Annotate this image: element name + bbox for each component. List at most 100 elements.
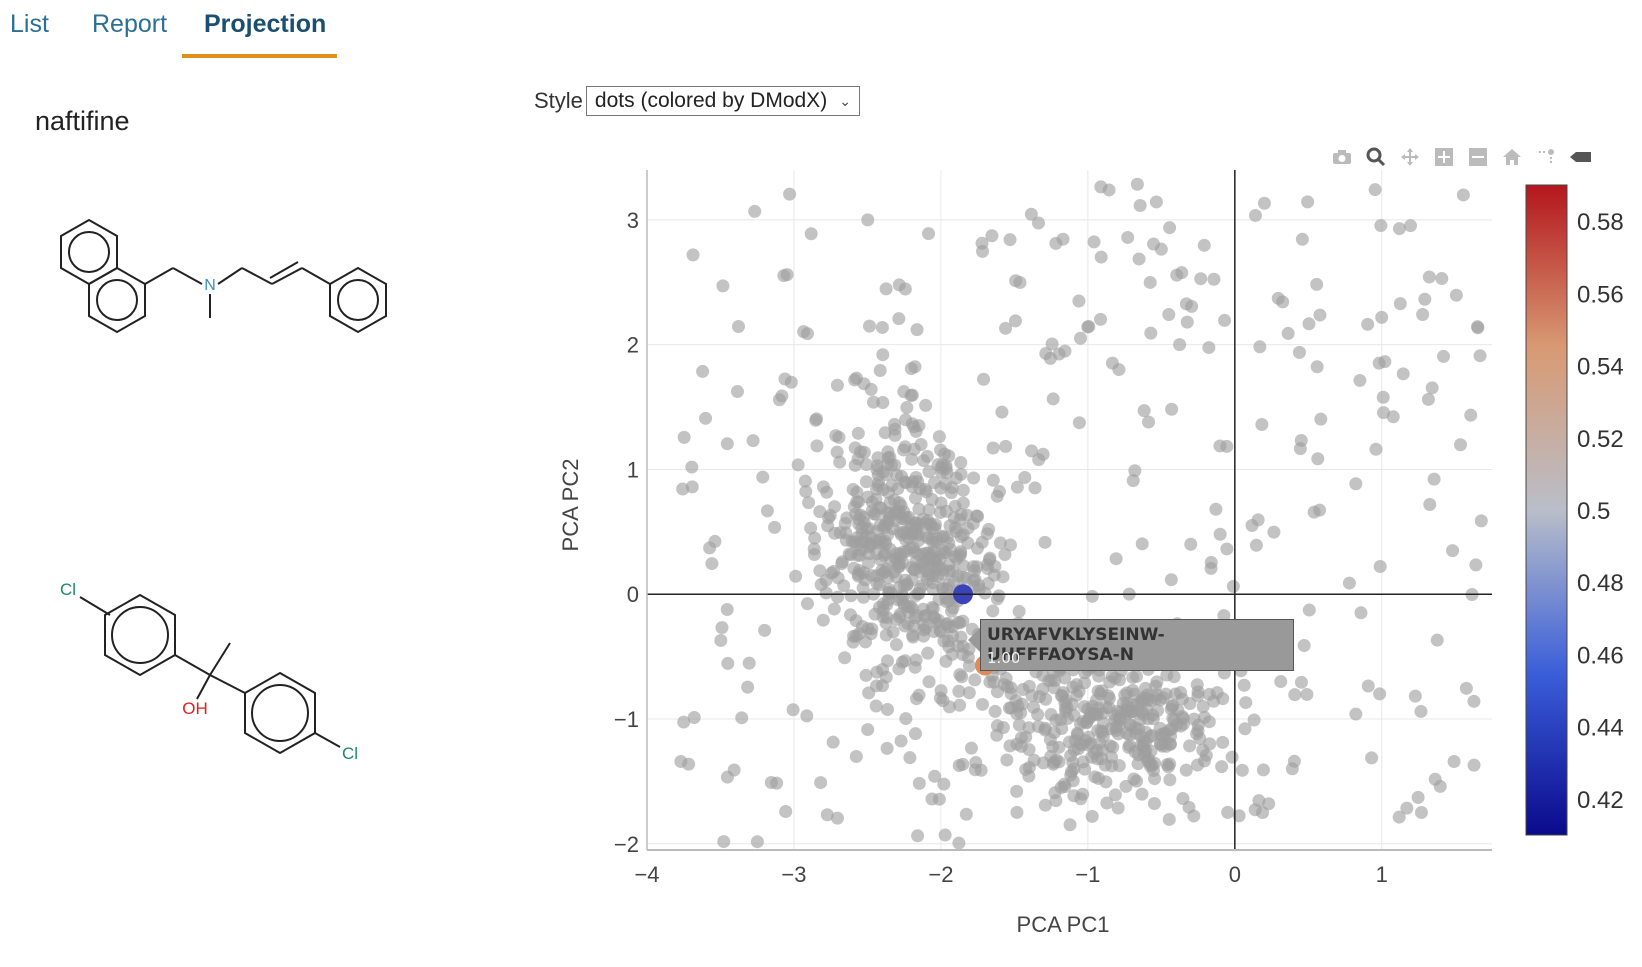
scatter-point xyxy=(890,468,904,482)
scatter-point xyxy=(764,776,778,790)
zoom-icon[interactable] xyxy=(1364,145,1388,169)
scatter-point xyxy=(1074,331,1088,345)
scatter-point xyxy=(1072,684,1086,698)
scatter-point xyxy=(797,325,811,339)
scatter-point xyxy=(1213,439,1227,453)
scatter-point xyxy=(932,613,946,627)
scatter-point xyxy=(967,471,981,485)
scatter-point xyxy=(1400,801,1414,815)
scatter-point xyxy=(1091,724,1105,738)
style-dropdown[interactable]: dots (colored by DModX) ⌄ xyxy=(585,86,860,116)
scatter-point xyxy=(1302,603,1316,617)
tooltip-pointer xyxy=(968,628,980,652)
scatter-point xyxy=(1085,589,1099,603)
scatter-point xyxy=(937,634,951,648)
scatter-point xyxy=(1146,764,1160,778)
scatter-point xyxy=(1076,787,1090,801)
spike-lines-icon[interactable] xyxy=(1534,145,1558,169)
scatter-point xyxy=(880,702,894,716)
scatter-point xyxy=(952,836,966,850)
scatter-point xyxy=(954,456,968,470)
scatter-point xyxy=(1018,471,1032,485)
scatter-point xyxy=(1154,727,1168,741)
scatter-point xyxy=(1274,675,1288,689)
scatter-point xyxy=(768,520,782,534)
scatter-point xyxy=(1094,250,1108,264)
home-icon[interactable] xyxy=(1500,145,1524,169)
scatter-point xyxy=(786,703,800,717)
scatter-point xyxy=(732,320,746,334)
scatter-point xyxy=(1433,779,1447,793)
scatter-point xyxy=(869,699,883,713)
scatter-point xyxy=(696,364,710,378)
zoom-in-icon[interactable] xyxy=(1432,145,1456,169)
scatter-point xyxy=(1078,762,1092,776)
scatter-point xyxy=(861,490,875,504)
style-label: Style xyxy=(534,88,583,113)
scatter-point xyxy=(946,564,960,578)
scatter-point xyxy=(1173,338,1187,352)
scatter-point xyxy=(983,675,997,689)
scatter-point xyxy=(986,441,1000,455)
scatter-point xyxy=(1184,537,1198,551)
pan-icon[interactable] xyxy=(1398,145,1422,169)
tab-projection[interactable]: Projection xyxy=(204,10,327,38)
scatter-point xyxy=(1209,502,1223,516)
scatter-point xyxy=(852,627,866,641)
scatter-point xyxy=(1132,252,1146,266)
scatter-point xyxy=(933,691,947,705)
scatter-point xyxy=(1055,721,1069,735)
scatter-point xyxy=(1294,675,1308,689)
scatter-point xyxy=(990,489,1004,503)
scatter-point xyxy=(899,533,913,547)
camera-icon[interactable] xyxy=(1330,145,1354,169)
scatter-point xyxy=(748,204,762,218)
scatter-point xyxy=(1063,818,1077,832)
scatter-point xyxy=(1031,708,1045,722)
scatter-point xyxy=(905,560,919,574)
scatter-point xyxy=(1310,360,1324,374)
scatter-point xyxy=(1361,679,1375,693)
scatter-point xyxy=(1150,675,1164,689)
tab-list[interactable]: List xyxy=(10,10,49,38)
scatter-point xyxy=(1408,689,1422,703)
scatter-point xyxy=(686,248,700,262)
active-tab-indicator xyxy=(182,54,337,58)
scatter-point xyxy=(789,569,803,583)
scatter-point xyxy=(919,398,933,412)
scatter-point xyxy=(1204,556,1218,570)
scatter-point xyxy=(838,651,852,665)
scatter-point xyxy=(1307,505,1321,519)
hover-tooltip: URYAFVKLYSEINW-UHFFFAOYSA-N 1.00 xyxy=(980,619,1294,671)
scatter-point xyxy=(687,710,701,724)
scatter-point xyxy=(894,592,908,606)
scatter-point xyxy=(1122,740,1136,754)
colorbar-tick-label: 0.56 xyxy=(1577,281,1624,308)
scatter-point xyxy=(708,534,722,548)
scatter-point xyxy=(1183,739,1197,753)
scatter-point xyxy=(900,401,914,415)
second-structure: Cl OH Cl xyxy=(60,580,358,763)
scatter-point xyxy=(1014,731,1028,745)
scatter-point xyxy=(910,692,924,706)
tab-report[interactable]: Report xyxy=(92,10,168,38)
scatter-point xyxy=(1163,737,1177,751)
scatter-point xyxy=(1467,694,1481,708)
scatter-point xyxy=(809,413,823,427)
scatter-point xyxy=(879,616,893,630)
scatter-point xyxy=(898,282,912,296)
scatter-point xyxy=(921,646,935,660)
scatter-point xyxy=(717,835,731,849)
scatter-point xyxy=(953,698,967,712)
scatter-point xyxy=(1416,308,1430,322)
scatter-point xyxy=(780,268,794,282)
zoom-out-icon[interactable] xyxy=(1466,145,1490,169)
scatter-point xyxy=(830,811,844,825)
hover-icon[interactable] xyxy=(1568,145,1592,169)
scatter-point xyxy=(720,770,734,784)
scatter-point xyxy=(962,686,976,700)
scatter-point xyxy=(1067,762,1081,776)
scatter-point xyxy=(1288,688,1302,702)
scatter-point xyxy=(1176,717,1190,731)
